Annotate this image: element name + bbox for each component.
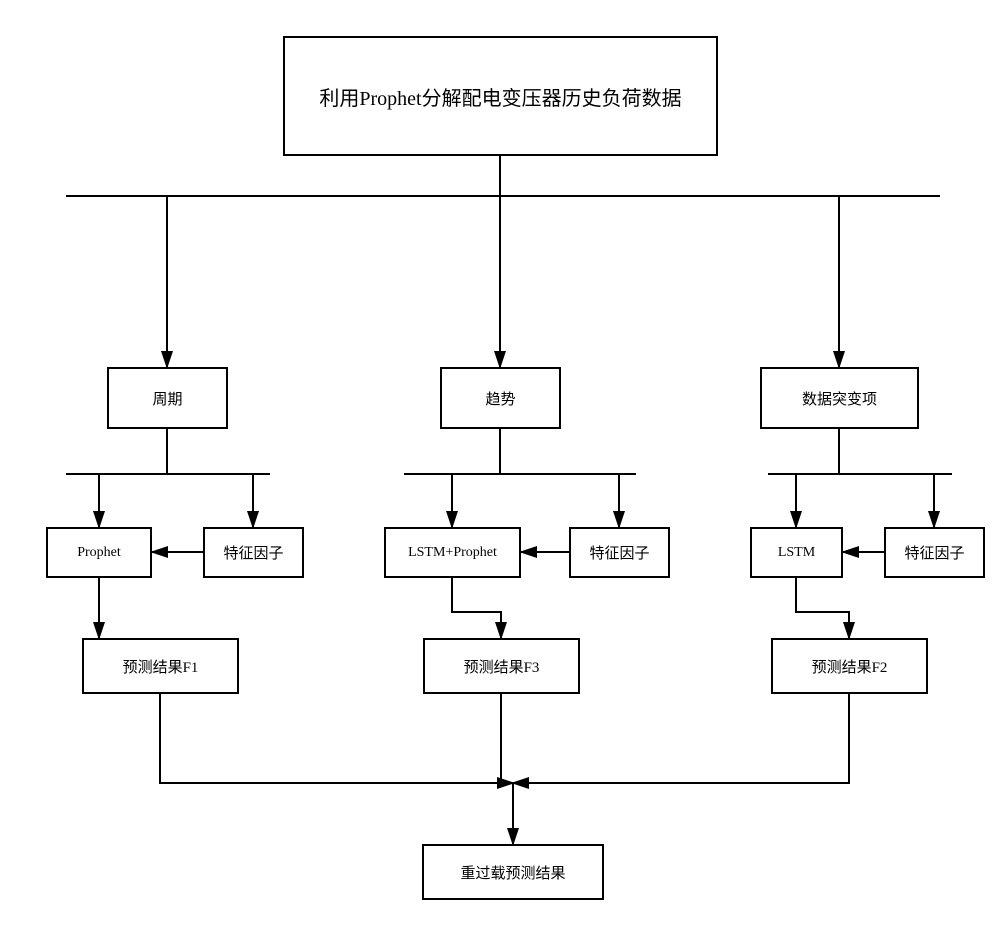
node-factor3: 特征因子: [884, 527, 985, 578]
node-top: 利用Prophet分解配电变压器历史负荷数据: [283, 36, 718, 156]
node-factor1: 特征因子: [203, 527, 304, 578]
node-result: 重过载预测结果: [422, 844, 604, 900]
node-f1: 预测结果F1: [82, 638, 239, 694]
node-lstm: LSTM: [750, 527, 843, 578]
node-prophet: Prophet: [46, 527, 152, 578]
node-trend: 趋势: [440, 367, 561, 429]
node-factor2: 特征因子: [569, 527, 670, 578]
node-lstm-prophet: LSTM+Prophet: [384, 527, 521, 578]
node-f2: 预测结果F2: [771, 638, 928, 694]
node-period: 周期: [107, 367, 228, 429]
node-f3: 预测结果F3: [423, 638, 580, 694]
node-mutation: 数据突变项: [760, 367, 919, 429]
